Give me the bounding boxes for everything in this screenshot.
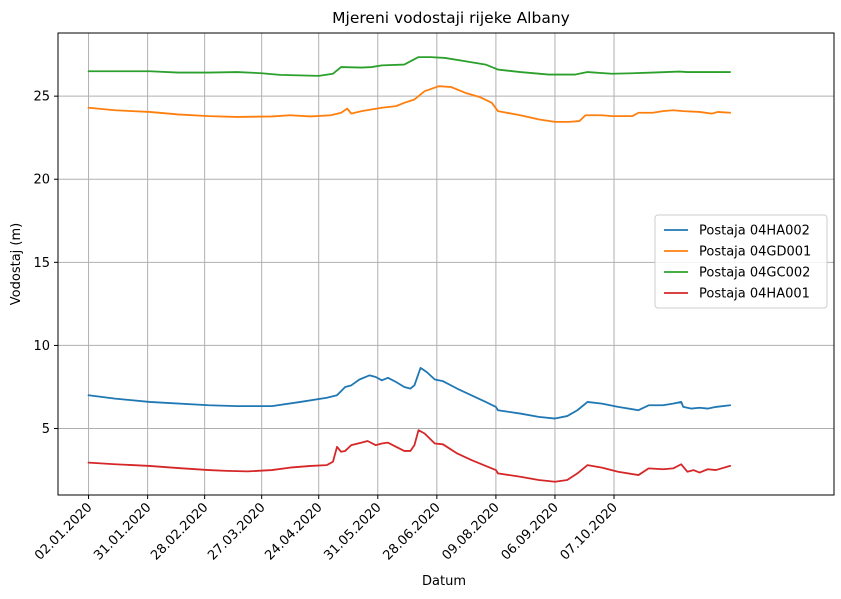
x-tick-label: 28.06.2020 xyxy=(380,500,443,563)
legend-label: Postaja 04GC002 xyxy=(699,266,810,281)
series-line-0 xyxy=(87,366,732,420)
y-tick-label: 20 xyxy=(33,173,50,188)
x-tick-label: 02.01.2020 xyxy=(32,500,95,563)
series-line-1 xyxy=(87,85,732,123)
x-tick-label: 28.02.2020 xyxy=(148,500,211,563)
y-tick-label: 15 xyxy=(33,256,50,271)
x-axis-title: Datum xyxy=(422,574,466,589)
series-line-2 xyxy=(87,56,732,77)
series-line-3 xyxy=(87,429,732,483)
series-lines xyxy=(87,56,732,483)
x-tick-label: 09.08.2020 xyxy=(439,500,502,563)
x-tick-label: 27.03.2020 xyxy=(205,500,268,563)
y-axis: 5 10 15 20 25 xyxy=(33,90,58,437)
y-tick-label: 10 xyxy=(33,339,50,354)
y-tick-label: 5 xyxy=(42,422,50,437)
x-tick-label: 31.01.2020 xyxy=(91,500,154,563)
y-axis-title: Vodostaj (m) xyxy=(9,223,24,305)
x-tick-label: 06.09.2020 xyxy=(499,500,562,563)
legend-label: Postaja 04GD001 xyxy=(699,245,811,260)
chart-title: Mjereni vodostaji rijeke Albany xyxy=(332,9,570,27)
x-tick-label: 07.10.2020 xyxy=(558,500,621,563)
x-axis: 02.01.202031.01.202028.02.202027.03.2020… xyxy=(32,495,621,563)
x-tick-label: 31.05.2020 xyxy=(321,500,384,563)
legend-label: Postaja 04HA002 xyxy=(699,224,810,239)
plot-area-frame xyxy=(57,32,835,496)
y-tick-label: 25 xyxy=(33,90,50,105)
legend-box xyxy=(654,214,828,309)
legend: Postaja 04HA002 Postaja 04GD001 Postaja 04… xyxy=(654,214,828,309)
x-tick-label: 24.04.2020 xyxy=(262,500,325,563)
legend-label: Postaja 04HA001 xyxy=(699,287,810,302)
